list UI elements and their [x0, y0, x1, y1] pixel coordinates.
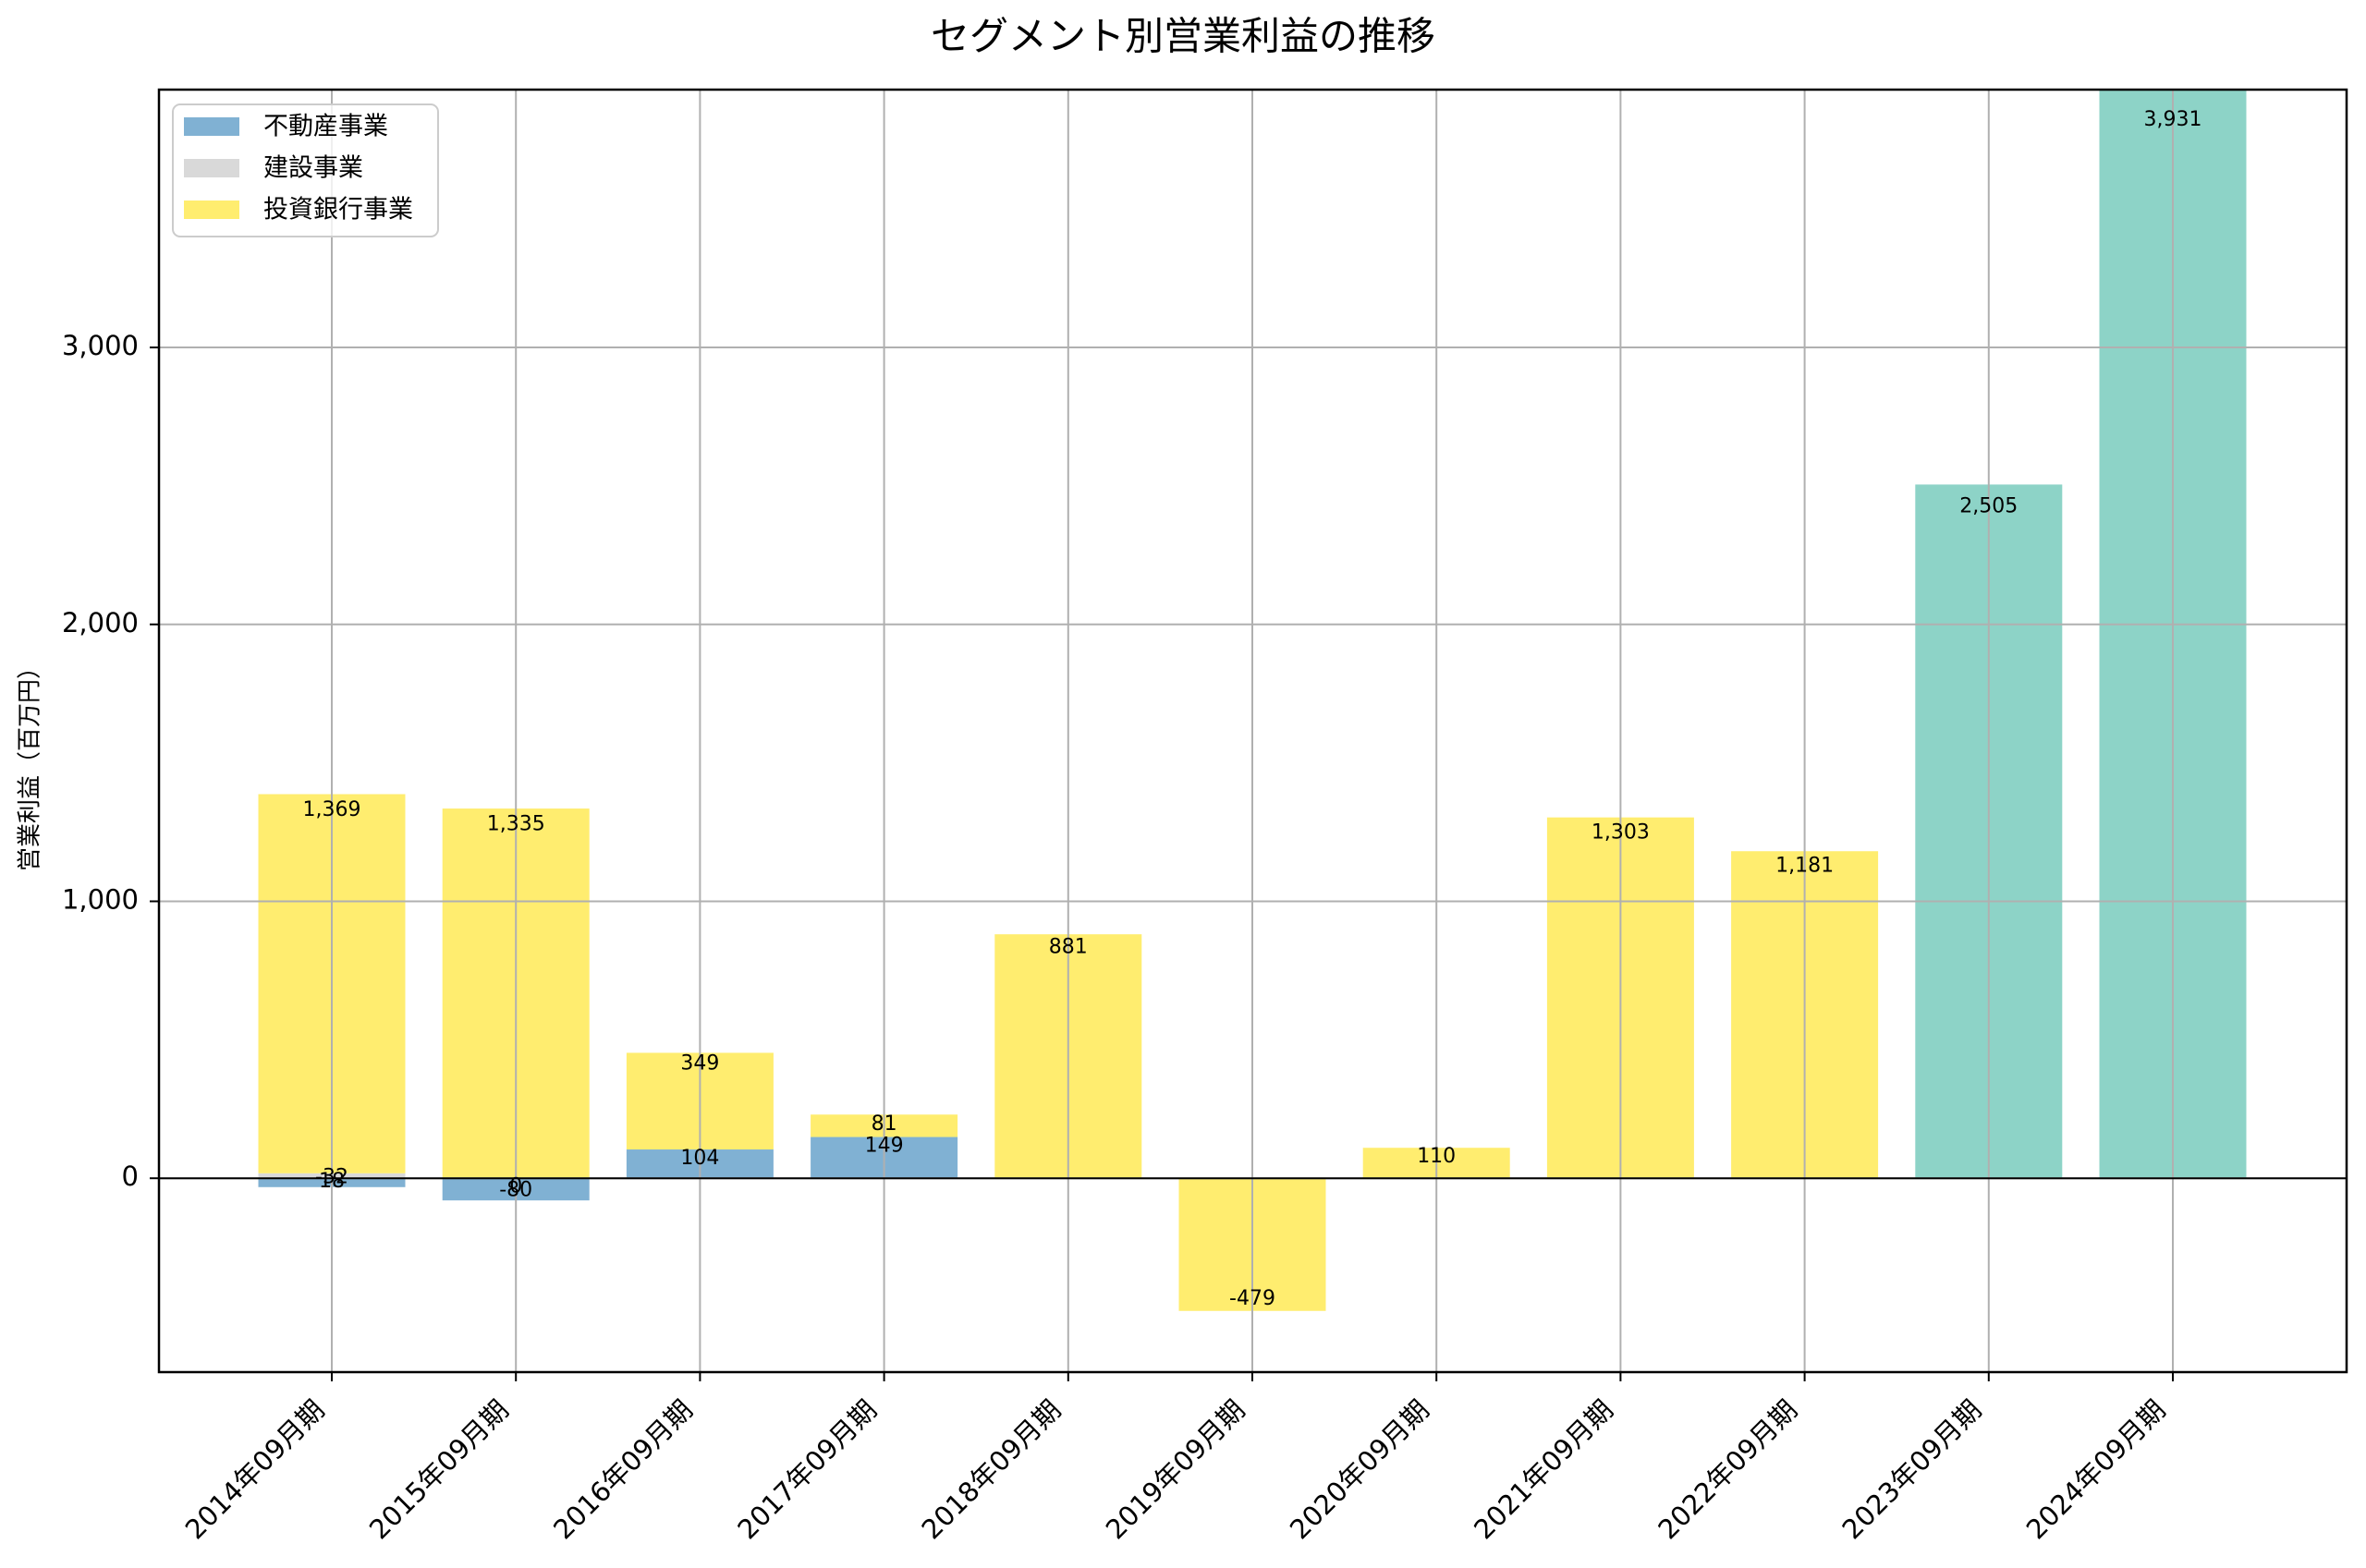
data-label: 2,505 [1959, 495, 2018, 518]
legend-item-real-estate: 不動産事業 [184, 113, 388, 141]
y-axis-label: 営業利益（百万円） [17, 655, 44, 871]
legend-label: 建設事業 [263, 154, 363, 183]
data-label: 110 [1417, 1145, 1456, 1168]
y-tick-label: 3,000 [62, 330, 139, 361]
data-label: 104 [680, 1147, 719, 1170]
data-label: 81 [872, 1112, 897, 1136]
data-label: 3,931 [2144, 108, 2202, 131]
data-label: 1,369 [303, 798, 361, 821]
data-label: -479 [1229, 1287, 1275, 1310]
data-label: -32 [315, 1166, 348, 1189]
y-tick-label: 1,000 [62, 883, 139, 915]
chart-title: セグメント別営業利益の推移 [931, 14, 1435, 59]
data-label: 349 [680, 1051, 719, 1075]
data-label: 0 [509, 1174, 522, 1197]
legend-swatch [184, 117, 239, 136]
legend: 不動産事業 建設事業 投資銀行事業 [172, 103, 439, 237]
legend-item-construction: 建設事業 [184, 154, 363, 183]
data-label: 1,303 [1592, 821, 1650, 845]
y-tick-label: 0 [122, 1161, 139, 1192]
data-label: 149 [865, 1135, 904, 1158]
data-label: 881 [1049, 936, 1088, 959]
data-label: 18 [319, 1170, 345, 1193]
legend-swatch [184, 159, 239, 177]
legend-swatch [184, 201, 239, 219]
legend-label: 投資銀行事業 [263, 196, 413, 225]
data-label: 1,335 [487, 812, 545, 835]
y-axis: 0 1,000 2,000 3,000 [62, 330, 159, 1192]
legend-item-investment-banking: 投資銀行事業 [184, 196, 413, 225]
legend-label: 不動産事業 [263, 113, 388, 141]
y-tick-label: 2,000 [62, 607, 139, 638]
data-label: 1,181 [1775, 855, 1834, 878]
data-label: -80 [499, 1179, 532, 1202]
